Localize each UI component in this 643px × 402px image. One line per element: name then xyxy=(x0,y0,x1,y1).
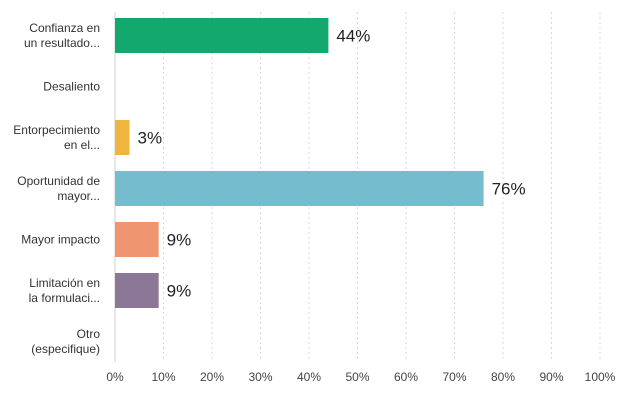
data-labels: 44% 3% 76% 9% 9% xyxy=(138,27,526,301)
bar xyxy=(115,171,484,206)
x-tick-label: 80% xyxy=(491,370,515,384)
x-tick-label: 20% xyxy=(200,370,224,384)
category-label: un resultado... xyxy=(24,36,100,50)
chart-bars xyxy=(115,18,484,308)
data-label: 44% xyxy=(336,27,370,46)
category-label: Mayor impacto xyxy=(21,233,100,247)
category-label: Entorpecimiento xyxy=(13,123,100,137)
x-tick-label: 70% xyxy=(442,370,466,384)
x-tick-label: 50% xyxy=(345,370,369,384)
data-label: 3% xyxy=(138,129,163,148)
category-label: Limitación en xyxy=(29,276,100,290)
category-label: mayor... xyxy=(57,189,100,203)
data-label: 76% xyxy=(492,180,526,199)
bar xyxy=(115,273,159,308)
x-tick-label: 30% xyxy=(248,370,272,384)
category-label: (especifique) xyxy=(31,342,100,356)
bar xyxy=(115,120,130,155)
data-label: 9% xyxy=(167,231,192,250)
x-tick-label: 100% xyxy=(585,370,616,384)
x-tick-label: 0% xyxy=(106,370,124,384)
category-label: la formulaci... xyxy=(29,291,100,305)
bar xyxy=(115,18,329,53)
x-tick-label: 10% xyxy=(151,370,175,384)
category-label: Desaliento xyxy=(43,80,100,94)
category-label: Confianza en xyxy=(29,21,100,35)
x-tick-label: 60% xyxy=(394,370,418,384)
category-label: Otro xyxy=(77,327,101,341)
category-label: en el... xyxy=(64,138,100,152)
x-tick-label: 90% xyxy=(539,370,563,384)
category-label: Oportunidad de xyxy=(17,174,100,188)
data-label: 9% xyxy=(167,282,192,301)
bar xyxy=(115,222,159,257)
x-tick-label: 40% xyxy=(297,370,321,384)
x-axis-ticks: 0% 10% 20% 30% 40% 50% 60% 70% 80% 90% 100% xyxy=(106,370,615,384)
